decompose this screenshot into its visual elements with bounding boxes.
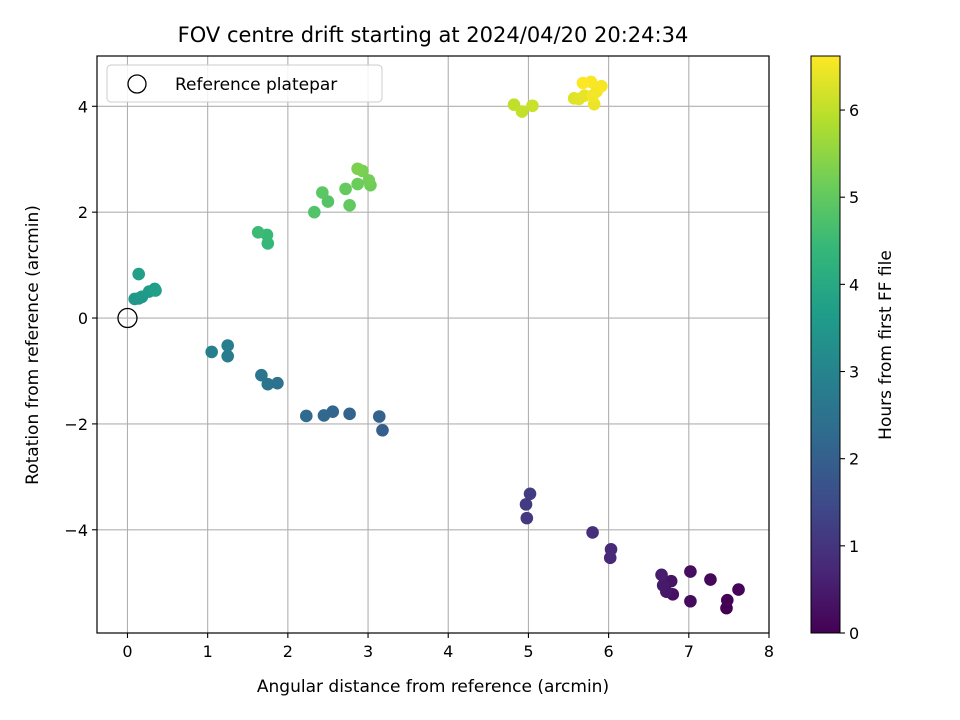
y-tick-label: 0: [78, 309, 88, 328]
data-point: [317, 409, 331, 422]
data-point: [523, 487, 537, 501]
data-point: [586, 526, 599, 539]
data-point: [372, 410, 386, 423]
data-point: [308, 205, 321, 219]
legend: Reference platepar: [106, 64, 383, 103]
data-point: [251, 225, 265, 239]
colorbar: 0 1 2 3 4 5 6 Hours from first FF file: [810, 55, 896, 643]
colorbar-label: Hours from first FF file: [876, 250, 896, 440]
data-point: [149, 284, 162, 297]
data-point: [376, 423, 389, 437]
x-tick-label: 6: [604, 642, 614, 661]
x-tick-label: 0: [122, 642, 132, 661]
data-point: [221, 349, 235, 363]
data-point: [255, 368, 268, 382]
data-point: [576, 76, 590, 90]
data-point: [351, 177, 364, 191]
x-tick-label: 7: [684, 642, 694, 661]
reference-platepar-marker: [117, 307, 138, 329]
x-tick-label: 2: [283, 642, 293, 661]
colorbar-tick-label: 6: [849, 101, 859, 120]
data-point: [655, 568, 668, 582]
colorbar-tick-label: 5: [849, 188, 859, 207]
data-point: [704, 573, 717, 586]
legend-reference-marker: [127, 74, 147, 94]
data-point: [595, 79, 608, 93]
colorbar-gradient: [810, 55, 841, 634]
y-tick-label: 2: [78, 203, 88, 222]
data-point: [299, 409, 313, 423]
data-point: [261, 377, 275, 391]
chart-title: FOV centre drift starting at 2024/04/20 …: [178, 23, 689, 47]
data-point: [515, 105, 529, 118]
data-point: [586, 89, 599, 103]
data-point: [339, 182, 352, 196]
data-point: [721, 593, 734, 607]
y-tick-label: −2: [64, 415, 88, 434]
legend-entry-reference: Reference platepar: [175, 75, 337, 95]
data-point: [132, 267, 145, 281]
grid-layer: [97, 56, 770, 633]
x-tick-label: 4: [443, 642, 453, 661]
data-point: [684, 565, 697, 578]
data-point: [351, 162, 364, 176]
x-tick-label: 3: [363, 642, 373, 661]
x-axis-label: Angular distance from reference (arcmin): [257, 677, 609, 697]
data-point: [343, 198, 356, 212]
points-layer: [117, 75, 745, 615]
y-axis-label: Rotation from reference (arcmin): [23, 205, 43, 485]
colorbar-tick-label: 2: [849, 450, 859, 469]
colorbar-tick-label: 4: [849, 275, 859, 294]
data-point: [205, 345, 218, 359]
data-point: [221, 339, 235, 352]
colorbar-tick-label: 3: [849, 363, 859, 382]
x-tick-label: 5: [523, 642, 533, 661]
ticks-layer: 0 1 2 3 4 5 6 7 8 −4 −2 0 2 4: [64, 97, 774, 661]
y-tick-label: 4: [78, 97, 88, 116]
data-point: [684, 594, 697, 608]
colorbar-ticks: 0 1 2 3 4 5 6: [840, 101, 859, 643]
plot-frame: [96, 55, 770, 634]
data-point: [321, 195, 335, 208]
y-tick-label: −4: [64, 521, 88, 540]
data-point: [316, 186, 329, 199]
data-point: [732, 583, 745, 596]
data-point: [520, 511, 534, 525]
colorbar-tick-label: 0: [849, 624, 859, 643]
colorbar-tick-label: 1: [849, 537, 859, 556]
data-point: [604, 543, 618, 556]
x-tick-label: 8: [764, 642, 774, 661]
data-point: [656, 579, 670, 592]
data-point: [271, 376, 284, 390]
data-point: [362, 174, 376, 187]
data-point: [519, 498, 533, 511]
data-point: [343, 407, 356, 421]
x-tick-label: 1: [203, 642, 213, 661]
data-point: [526, 99, 539, 113]
legend-box: [106, 64, 383, 103]
